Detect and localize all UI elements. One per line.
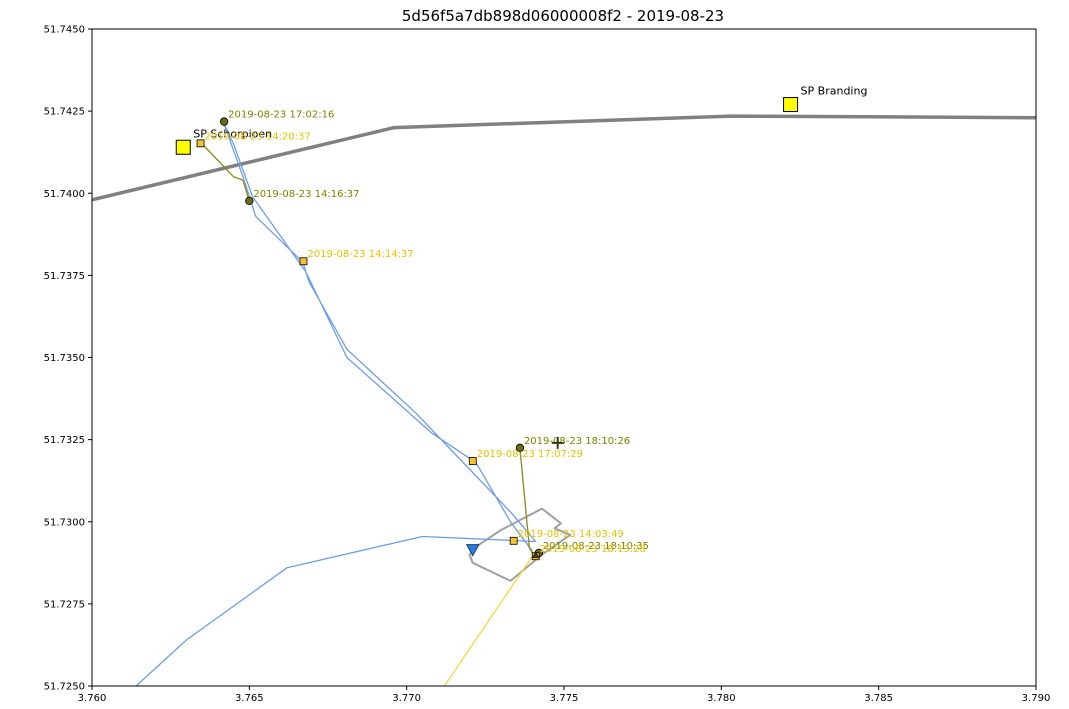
y-tick-label: 51.7425	[44, 107, 85, 118]
point-label: 2019-08-23 17:07:29	[477, 449, 583, 460]
stop-marker	[783, 97, 799, 113]
y-tick-label: 51.7325	[44, 435, 85, 446]
point-label: 2019-08-23 14:16:37	[253, 189, 359, 200]
stop-label: SP Branding	[801, 85, 868, 98]
x-tick-label: 3.765	[235, 693, 264, 704]
point-marker	[299, 257, 308, 266]
y-tick-label: 51.7275	[44, 599, 85, 610]
blue-track-line	[135, 123, 537, 686]
point-marker	[515, 443, 525, 453]
yellow-track-line	[443, 550, 537, 686]
y-tick-label: 51.7400	[44, 189, 85, 200]
point-label: 2019-08-23 18:13:28	[540, 544, 646, 555]
end-triangle-marker	[465, 544, 480, 557]
point-marker	[509, 536, 518, 545]
point-marker	[468, 457, 477, 465]
y-tick-label: 51.7450	[44, 25, 85, 36]
y-tick-label: 51.7250	[44, 682, 85, 693]
point-label: 2019-08-23 14:14:37	[307, 249, 413, 260]
point-label: 2019-08-23 14:20:37	[205, 131, 311, 142]
chart-title: 5d56f5a7db898d06000008f2 - 2019-08-23	[402, 7, 724, 25]
point-marker	[245, 196, 254, 206]
point-label: 2019-08-23 14:03:49	[518, 529, 624, 540]
x-tick-label: 3.780	[707, 693, 736, 704]
x-tick-label: 3.760	[78, 693, 107, 704]
stop-marker	[175, 139, 191, 155]
plot-area: SP Schorpioen SP Branding 2019-08-23 17:02…	[44, 25, 1051, 705]
point-label: 2019-08-23 18:10:35	[543, 541, 649, 552]
plot-content: SP Schorpioen SP Branding 2019-08-23 17:02…	[92, 85, 1036, 686]
stop-label: SP Schorpioen	[193, 127, 272, 140]
y-tick-label: 51.7375	[44, 271, 85, 282]
plus-marker	[551, 436, 564, 449]
olive-track-line-1	[201, 143, 250, 202]
point-label: 2019-08-23 18:10:26	[524, 436, 630, 447]
point-marker	[196, 139, 205, 148]
road-line	[92, 114, 1036, 202]
x-tick-label: 3.775	[550, 693, 579, 704]
point-label: 2019-08-23 17:02:16	[228, 110, 334, 121]
y-tick-label: 51.7350	[44, 353, 85, 364]
x-tick-label: 3.790	[1022, 693, 1051, 704]
y-tick-label: 51.7300	[44, 517, 85, 528]
point-marker	[219, 117, 229, 126]
x-tick-label: 3.785	[864, 693, 893, 704]
start-triangle-marker	[532, 550, 540, 558]
area-outline	[468, 507, 572, 582]
x-tick-label: 3.770	[392, 693, 421, 704]
